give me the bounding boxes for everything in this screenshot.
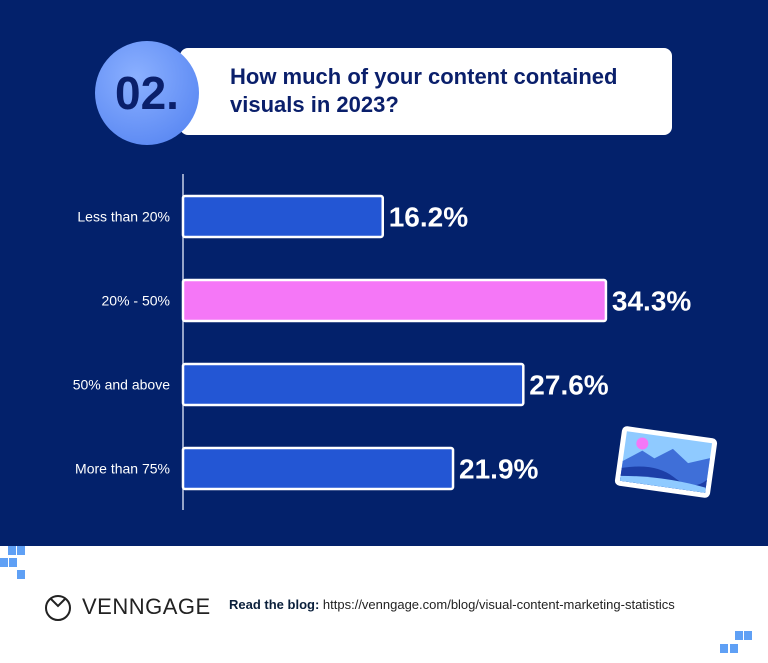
brand-name: VENNGAGE [82, 594, 211, 619]
value-label: 16.2% [389, 202, 468, 233]
bar-chart: Less than 20% 16.2% 20% - 50% 34.3% 50% and … [73, 174, 718, 510]
blog-link-text: Read the blog: https://venngage.com/blog… [229, 597, 675, 612]
title-box: How much of your content contained visua… [180, 48, 672, 135]
picture-landscape-icon [614, 426, 718, 498]
category-label: More than 75% [75, 461, 170, 477]
value-label: 27.6% [529, 370, 608, 401]
chart-title: How much of your content contained visua… [230, 64, 618, 117]
bar [181, 278, 608, 323]
bar [181, 362, 525, 407]
question-number-badge: 02. [95, 41, 199, 145]
venngage-logo[interactable]: VENNGAGE [44, 592, 211, 622]
category-label: 50% and above [73, 377, 171, 393]
value-label: 34.3% [612, 286, 691, 317]
category-label: Less than 20% [77, 209, 170, 225]
footer [0, 546, 768, 663]
value-label: 21.9% [459, 454, 538, 485]
venngage-logo-icon [45, 595, 71, 621]
blog-url[interactable]: https://venngage.com/blog/visual-content… [322, 597, 675, 612]
bar [181, 194, 384, 239]
bar [181, 446, 455, 491]
blog-label: Read the blog: [229, 597, 320, 612]
category-label: 20% - 50% [102, 293, 170, 309]
